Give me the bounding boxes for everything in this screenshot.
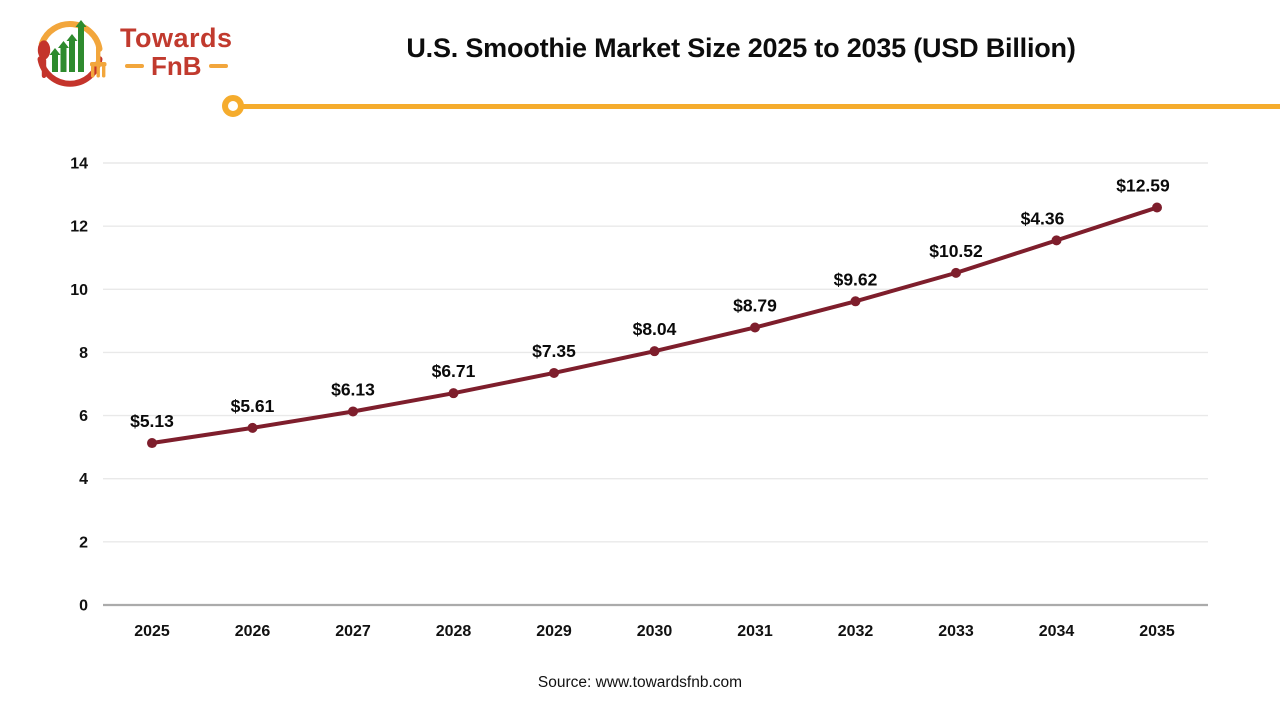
growth-bars-icon — [49, 20, 87, 72]
data-point-label: $8.79 — [733, 295, 777, 315]
x-tick-label: 2031 — [737, 623, 773, 640]
title-underline-rule — [243, 103, 1280, 109]
x-tick-label: 2033 — [938, 623, 974, 640]
spoon-icon — [37, 40, 51, 78]
data-point-label: $8.04 — [633, 319, 677, 339]
chart-title: U.S. Smoothie Market Size 2025 to 2035 (… — [406, 33, 1076, 63]
divider-ring-icon — [222, 95, 244, 117]
x-tick-label: 2029 — [536, 623, 572, 640]
dash-decoration — [208, 64, 228, 68]
y-tick-label: 10 — [70, 282, 88, 299]
x-tick-label: 2034 — [1039, 623, 1075, 640]
y-tick-label: 6 — [79, 408, 88, 425]
data-point-marker — [1051, 235, 1062, 246]
data-point-label: $7.35 — [532, 341, 576, 361]
x-tick-label: 2032 — [838, 623, 874, 640]
data-point-label: $10.52 — [929, 241, 983, 261]
towards-fnb-logo-text: Towards FnB — [120, 24, 233, 80]
data-point-marker — [549, 367, 559, 378]
data-point-marker — [448, 388, 459, 399]
data-point-marker — [951, 267, 961, 278]
x-tick-label: 2030 — [637, 623, 673, 640]
x-tick-label: 2035 — [1139, 623, 1175, 640]
dash-decoration — [124, 64, 144, 68]
data-point-label: $6.13 — [331, 379, 375, 399]
y-tick-label: 4 — [79, 471, 88, 488]
source-text: Source: www.towardsfnb.com — [537, 674, 743, 691]
towards-fnb-logo-icon — [37, 20, 107, 87]
x-tick-label: 2028 — [436, 623, 472, 640]
data-point-marker — [147, 438, 157, 449]
y-tick-label: 12 — [70, 219, 88, 236]
data-point-marker — [1152, 202, 1162, 213]
data-point-marker — [649, 346, 660, 357]
x-tick-label: 2026 — [235, 623, 271, 640]
data-point-marker — [348, 406, 358, 417]
data-point-marker — [750, 322, 760, 333]
data-point-label: $4.36 — [1021, 208, 1065, 228]
data-point-marker — [247, 422, 258, 433]
y-tick-label: 2 — [79, 534, 88, 551]
data-point-label: $12.59 — [1116, 176, 1170, 196]
data-point-label: $5.13 — [130, 411, 174, 431]
towards-fnb-logo: Towards FnB — [24, 12, 233, 92]
data-point-label: $5.61 — [231, 396, 275, 416]
logo-towards-text: Towards — [120, 23, 233, 54]
data-point-label: $9.62 — [834, 269, 878, 289]
x-tick-label: 2027 — [335, 623, 371, 640]
y-tick-label: 14 — [70, 156, 88, 173]
data-point-label: $6.71 — [432, 361, 476, 381]
logo-fnb-label: FnB — [150, 50, 202, 81]
logo-fnb-text: FnB — [124, 50, 228, 81]
data-point-marker — [850, 296, 861, 307]
y-tick-label: 8 — [79, 345, 88, 362]
y-tick-label: 0 — [79, 598, 88, 615]
x-tick-label: 2025 — [134, 623, 170, 640]
fork-icon — [90, 45, 107, 78]
